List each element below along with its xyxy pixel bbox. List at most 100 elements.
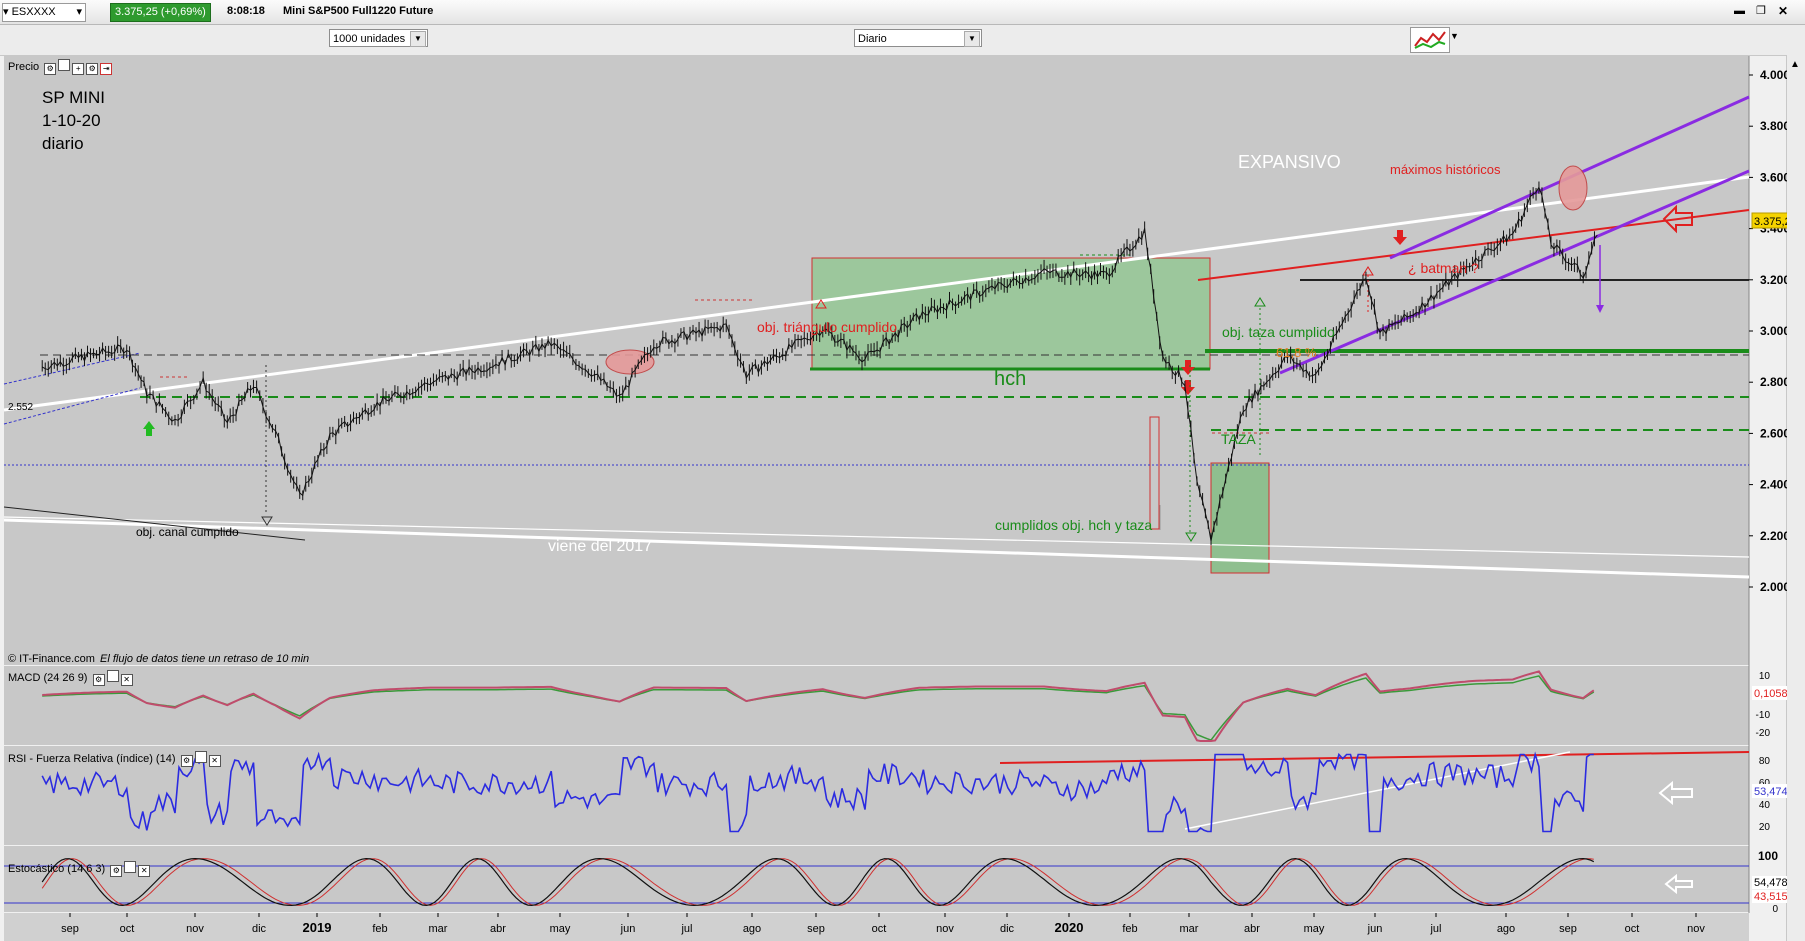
time-tick-label: sep	[807, 923, 825, 935]
close-icon[interactable]: ✕	[208, 755, 221, 767]
time-tick-label: feb	[372, 923, 387, 935]
green-triangle	[1254, 297, 1266, 307]
window-icon[interactable]	[106, 670, 119, 682]
time-tick-label: nov	[936, 923, 954, 935]
time-tick-label: 2020	[1055, 920, 1084, 935]
add-icon[interactable]: +	[72, 63, 85, 75]
stoch-pane-header[interactable]: Estocástico (14 6 3) ⚙ ✕	[8, 861, 151, 877]
close-icon[interactable]: ✕	[138, 865, 151, 877]
upper-channel-line	[3, 175, 1750, 412]
macd-pane-header[interactable]: MACD (24 26 9) ⚙ ✕	[8, 670, 133, 686]
chevron-down-icon[interactable]: ▼	[964, 31, 980, 47]
black-trend-line	[3, 506, 306, 541]
ellipse-high	[1558, 165, 1588, 211]
time-label: 8:08:18	[227, 5, 265, 17]
settings-icon[interactable]: ⚙	[44, 63, 57, 75]
annotation-texts: SP MINI 1-10-20 diario EXPANSIVO máximos…	[8, 88, 1501, 665]
time-tick-label: nov	[186, 923, 204, 935]
period-select[interactable]: Diario ▼	[854, 29, 982, 47]
close-icon[interactable]: ✕	[1778, 4, 1789, 18]
stoch-arrow-icon	[1664, 873, 1693, 895]
red-triangle	[815, 299, 827, 309]
time-tick-label: sep	[1559, 923, 1577, 935]
time-tick-label: jun	[1367, 923, 1383, 935]
settings-icon[interactable]: ⚙	[86, 63, 99, 75]
stoch-fast-line	[41, 857, 1595, 907]
scrollbar[interactable]: ▲	[1786, 55, 1805, 941]
macd-tick-label: 10	[1759, 671, 1771, 682]
price-pane-header[interactable]: Precio ⚙ + ⚙ ⇥	[8, 59, 113, 75]
rsi-tick-label: 20	[1759, 822, 1771, 833]
price-tick-label: 2.800	[1760, 375, 1787, 389]
time-tick-label: mar	[429, 923, 448, 935]
taza-box	[1210, 462, 1270, 574]
chevron-down-icon[interactable]: ▼	[1450, 31, 1459, 41]
rsi-tick-label: 80	[1759, 756, 1771, 767]
time-tick-label: sep	[61, 923, 79, 935]
chevron-down-icon[interactable]: ▼	[410, 31, 426, 47]
price-tick-label: 2.600	[1760, 426, 1787, 440]
price-tick-label: 3.600	[1760, 170, 1787, 184]
chart-type-button[interactable]	[1410, 27, 1450, 53]
stoch-pane-title: Estocástico (14 6 3)	[8, 863, 106, 875]
stoch-tick-label: 0	[1772, 904, 1778, 915]
batman-label: ¿ batman ?	[1408, 260, 1479, 276]
macd-pane-bg	[4, 666, 1749, 745]
chart-title: SP MINI	[42, 88, 105, 107]
ellipse-low	[605, 349, 655, 375]
instrument-label: Mini S&P500 Full1220 Future	[283, 5, 434, 17]
stoch-value-tag-1	[1752, 876, 1787, 889]
rsi-pane-bg	[4, 746, 1749, 845]
time-tick-label: dic	[252, 923, 267, 935]
purple-arrow-head	[1596, 305, 1604, 313]
price-axis: 4.0003.8003.6003.4003.2003.0002.8002.600…	[1749, 68, 1787, 594]
scroll-up-icon[interactable]: ▲	[1790, 59, 1800, 70]
settings-icon[interactable]: ⚙	[110, 865, 123, 877]
period-select-value: Diario	[858, 33, 887, 45]
macd-pane-title: MACD (24 26 9)	[8, 672, 88, 684]
rsi-arrow-icon	[1658, 780, 1693, 806]
target-box	[1149, 416, 1160, 530]
stoch-value-tag-2	[1752, 890, 1787, 903]
macd-tick-label: -10	[1756, 710, 1771, 721]
price-tick-label: 2.400	[1760, 478, 1787, 492]
symbol-label: ESXXXX	[11, 6, 56, 18]
purple-lower-line	[1279, 169, 1750, 375]
price-tick-label: 3.000	[1760, 324, 1787, 338]
window-icon[interactable]	[194, 751, 207, 763]
settings-icon[interactable]: ⚙	[92, 674, 105, 686]
symbol-dropdown[interactable]: ▾ ESXXXX ▾	[2, 3, 86, 22]
maximos-label: máximos históricos	[1390, 162, 1501, 177]
close-icon[interactable]: ✕	[120, 674, 133, 686]
lower-channel-line-2	[3, 516, 1750, 558]
macd-value-tag	[1752, 686, 1787, 700]
restore-icon[interactable]: ❐	[1756, 5, 1766, 17]
last-price-label: 3.375,25	[1754, 216, 1787, 228]
window-icon[interactable]	[124, 861, 137, 873]
time-axis-bg	[4, 913, 1749, 941]
blue-dashed-line	[3, 387, 141, 425]
black-triangle	[261, 516, 273, 526]
price-tick-label: 3.800	[1760, 119, 1787, 133]
window-icon[interactable]	[58, 59, 71, 71]
chart-svg[interactable]: 4.0003.8003.6003.4003.2003.0002.8002.600…	[0, 55, 1787, 941]
expansivo-label: EXPANSIVO	[1238, 152, 1341, 172]
time-tick-label: 2019	[303, 920, 332, 935]
units-select[interactable]: 1000 unidades ▼	[329, 29, 428, 47]
time-tick-label: nov	[1687, 923, 1705, 935]
chart-subtitle-1: 1-10-20	[42, 111, 101, 130]
red-trend-line	[1197, 209, 1750, 281]
chart-type-icon	[1414, 31, 1446, 49]
lower-channel-line	[3, 518, 1750, 579]
price-tick-label: 2.200	[1760, 529, 1787, 543]
green-up-arrow	[143, 421, 155, 436]
rsi-value-tag	[1752, 784, 1787, 798]
price-pane-title: Precio	[8, 61, 40, 73]
time-tick-label: jul	[680, 923, 692, 935]
settings-icon[interactable]: ⚙	[180, 755, 193, 767]
minimize-icon[interactable]: ▬	[1734, 5, 1745, 17]
time-axis: sep oct nov dic 2019 feb mar abr may jun jul ago sep…	[61, 913, 1705, 935]
export-icon[interactable]: ⇥	[100, 63, 113, 75]
macd-signal-line	[42, 675, 1595, 741]
rsi-pane-header[interactable]: RSI - Fuerza Relativa (índice) (14) ⚙ ✕	[8, 751, 221, 767]
